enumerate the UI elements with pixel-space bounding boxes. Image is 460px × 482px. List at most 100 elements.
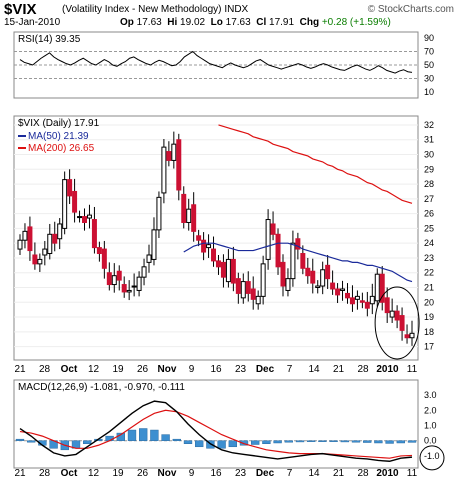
macd-ytick-2: 1.0 [424,420,437,430]
macd-xaxis-tick-12: 14 [308,468,320,479]
price-xaxis-tick-7: 9 [189,364,195,375]
close-value: 17.91 [269,17,295,28]
candle-body-25 [141,266,147,278]
low-value: 17.63 [225,17,251,28]
macd-signal-line [19,409,413,459]
candle-body-32 [176,139,182,191]
macd-xaxis-tick-13: 21 [333,468,345,479]
price-xaxis-tick-14: 28 [357,364,369,375]
macd-hist-bar-16 [195,440,204,448]
candle-body-20 [116,270,122,281]
candle-body-33 [181,193,187,223]
macd-annotation-circle [419,445,445,471]
candle-body-11 [72,190,78,213]
candle-body-49 [260,263,266,297]
macd-hist-bar-15 [183,440,193,444]
candle-body-74 [384,297,390,314]
price-ytick-13: 30 [424,150,434,160]
candle-body-21 [121,284,127,293]
candle-body-2 [27,226,33,252]
candle-body-54 [285,278,291,291]
candle-body-44 [235,278,241,294]
price-annotation-circle [374,286,420,360]
candle-body-78 [404,334,410,339]
candle-body-28 [156,196,162,231]
open-label: Op [120,17,134,28]
candle-body-10 [67,179,73,197]
macd-xaxis-tick-8: 16 [210,468,222,479]
candle-body-52 [275,233,281,268]
macd-hist-bar-34 [396,440,405,444]
candle-body-77 [399,315,405,331]
candle-body-55 [290,242,296,280]
macd-xaxis-tick-4: 19 [112,468,124,479]
price-xaxis-tick-5: 26 [137,364,149,375]
price-ytick-1: 18 [424,327,434,337]
rsi-title: RSI(14) 39.35 [18,34,81,45]
price-ytick-2: 19 [424,312,434,322]
candle-body-62 [325,264,331,280]
candle-body-13 [82,216,88,223]
candle-body-65 [340,288,346,291]
price-ytick-15: 32 [424,120,434,130]
ma50-line [183,242,413,283]
macd-hist-bar-8 [105,435,114,441]
price-ytick-3: 20 [424,297,434,307]
candle-body-39 [211,248,217,262]
price-xaxis-tick-6: Nov [158,364,177,375]
macd-hist-bar-20 [239,440,249,446]
macd-hist-bar-1 [27,440,36,443]
candle-body-5 [42,248,48,256]
candle-body-66 [344,292,350,299]
candle-body-3 [32,254,38,265]
high-value: 19.02 [180,17,206,28]
candle-body-41 [220,261,226,278]
symbol-title: $VIX [4,1,37,18]
macd-hist-bar-13 [161,434,170,441]
change-value: +0.28 (+1.59%) [321,17,391,28]
macd-hist-bar-24 [284,440,293,443]
candle-body-63 [330,282,336,290]
price-xaxis-tick-1: 28 [39,364,51,375]
price-ytick-14: 31 [424,135,434,145]
open-value: 17.63 [136,17,162,28]
price-ytick-4: 21 [424,283,434,293]
macd-ytick-3: 0.0 [424,436,437,446]
macd-hist-bar-11 [139,428,148,441]
macd-xaxis-tick-10: Dec [256,468,275,479]
macd-hist-bar-31 [363,440,372,443]
chart-header: $VIX (Volatility Index - New Methodology… [0,0,460,30]
candle-body-22 [126,289,132,293]
candle-body-67 [349,297,355,305]
price-ytick-10: 27 [424,194,434,204]
candle-body-18 [106,272,112,286]
rsi-ytick-1: 70 [424,47,434,57]
candle-body-50 [265,219,271,260]
candle-body-76 [394,310,400,321]
quote-date: 15-Jan-2010 [4,17,61,28]
rsi-ytick-3: 30 [424,74,434,84]
symbol-description: (Volatility Index - New Methodology) IND… [62,4,248,15]
candle-body-71 [369,295,375,305]
exchange-text: INDX [224,4,249,15]
watermark: © StockCharts.com [367,4,454,15]
candle-body-0 [17,239,23,250]
candle-body-9 [62,179,68,229]
candle-body-48 [255,295,261,305]
price-title: $VIX (Daily) 17.91 [18,118,100,129]
candle-body-15 [91,219,97,249]
price-xaxis-tick-10: Dec [256,364,275,375]
candle-body-73 [379,273,385,303]
candle-body-19 [111,275,117,286]
price-xaxis-tick-9: 23 [235,364,247,375]
macd-xaxis-tick-11: 7 [287,468,293,479]
macd-xaxis-tick-5: 26 [137,468,149,479]
candle-body-26 [146,254,152,263]
price-xaxis-tick-8: 16 [210,364,222,375]
macd-hist-bar-32 [374,440,383,444]
rsi-line [19,50,413,74]
macd-xaxis-tick-14: 28 [357,468,369,479]
candle-body-59 [310,270,316,284]
candle-body-14 [86,214,92,219]
candle-body-58 [305,267,311,277]
